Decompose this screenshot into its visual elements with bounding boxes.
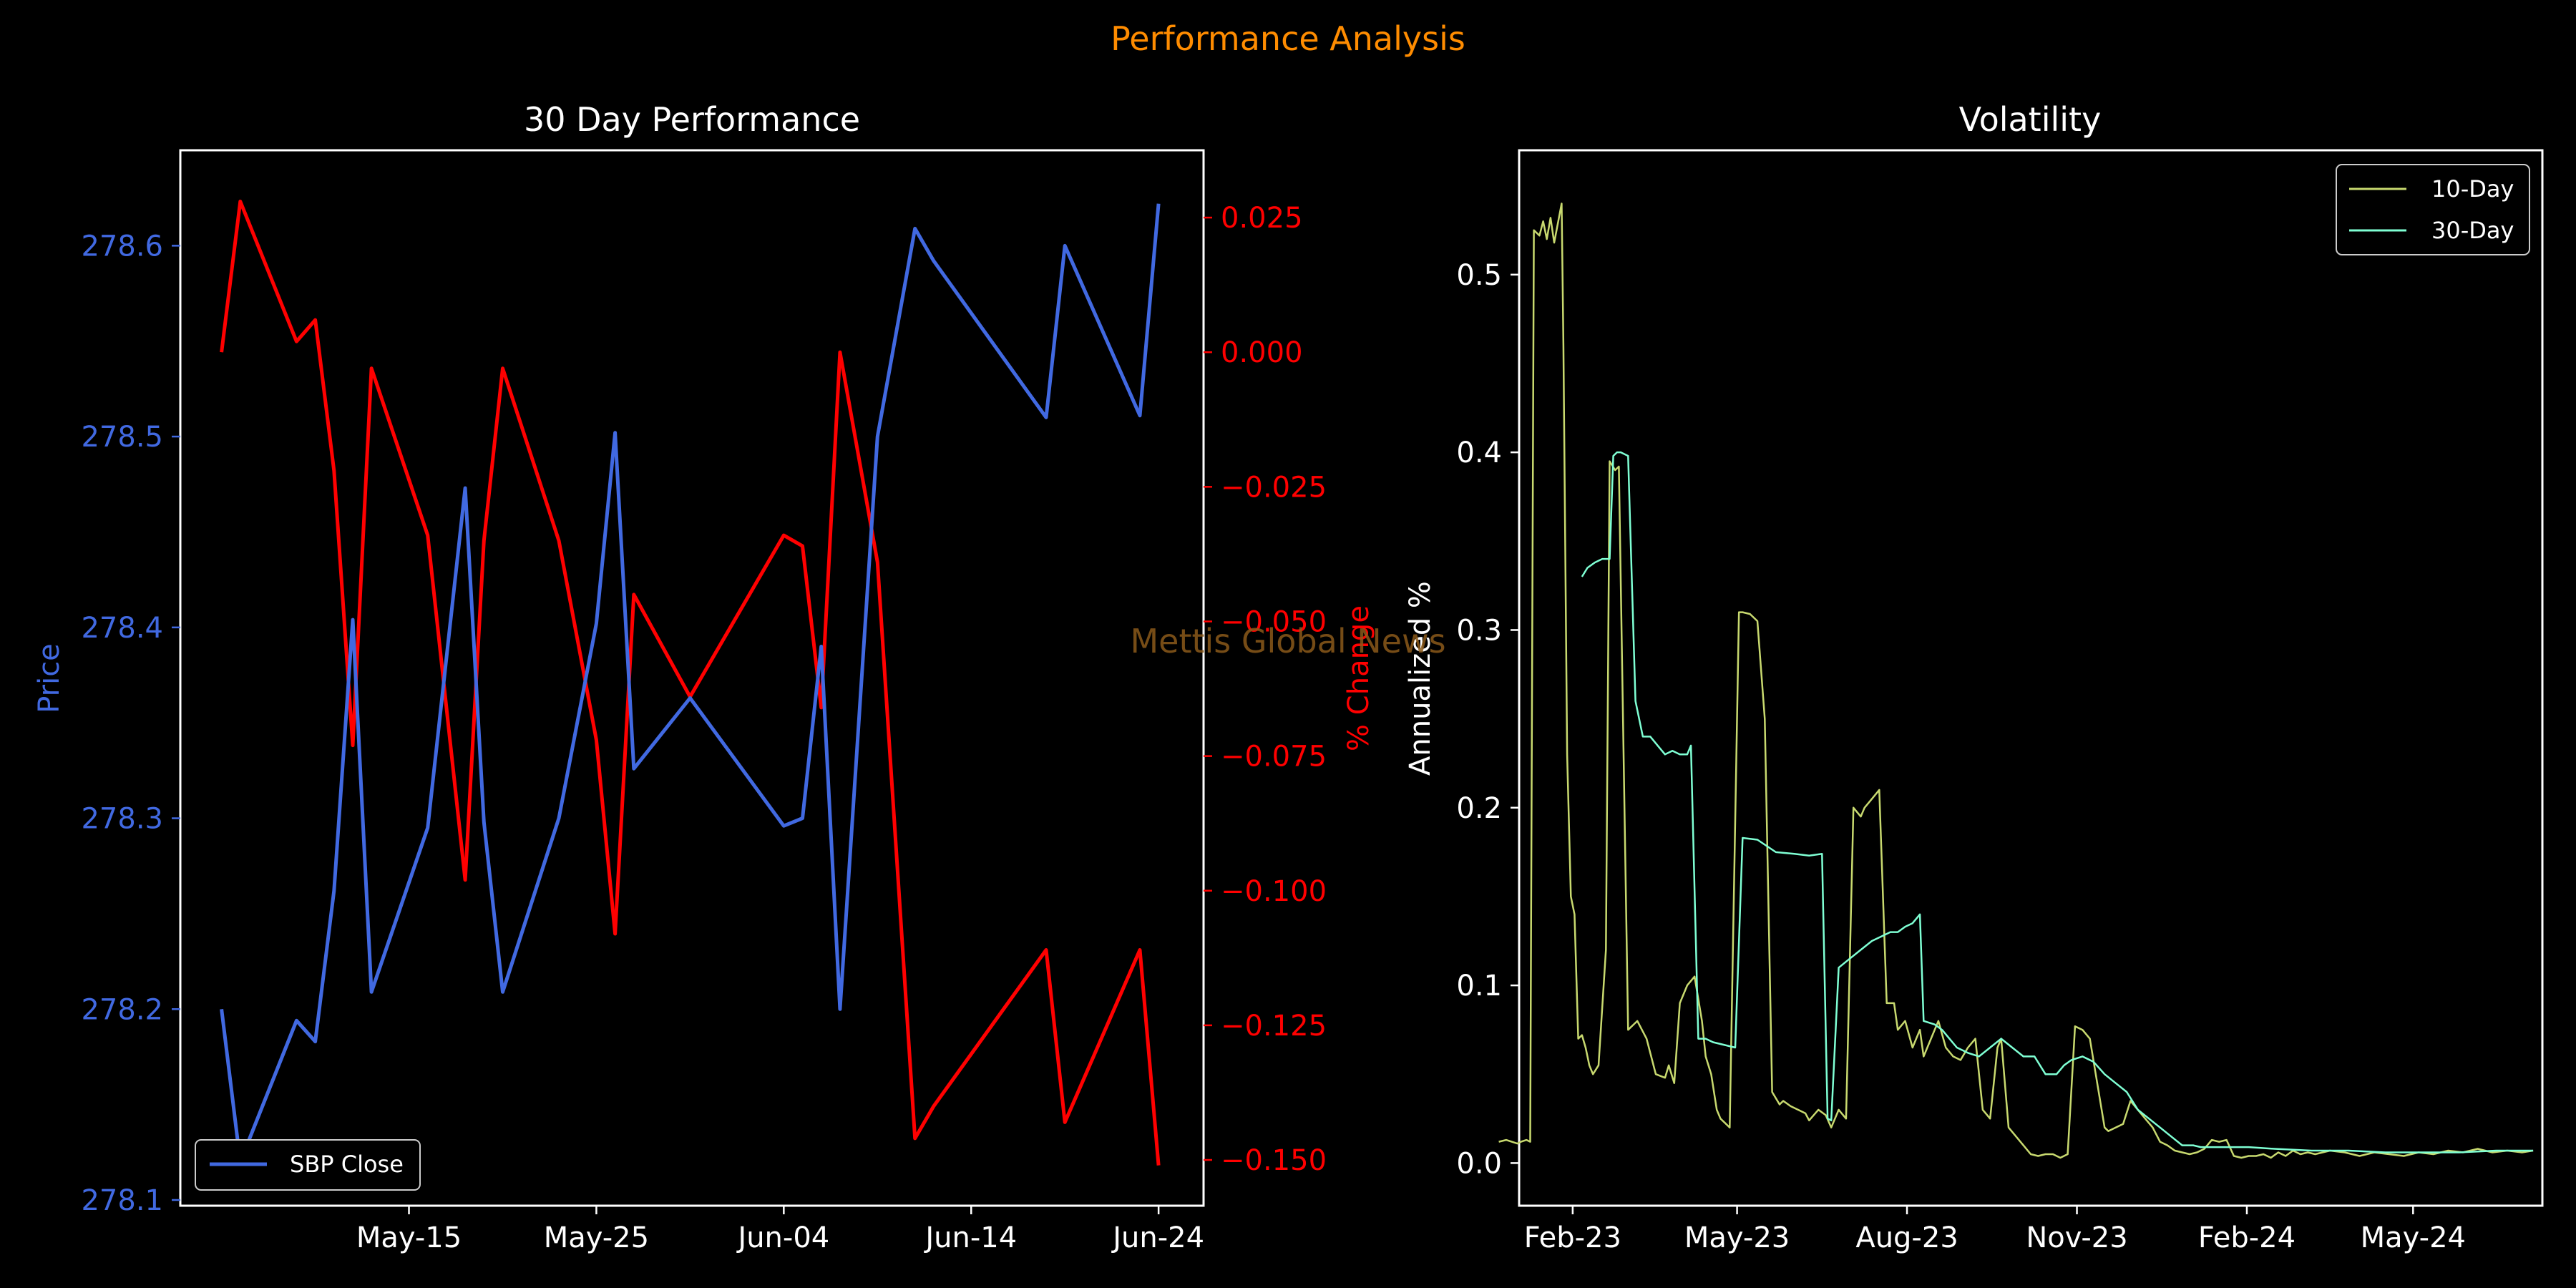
- volatility-x-tick-label: Feb-23: [1524, 1221, 1621, 1254]
- price-y-tick-label: 278.3: [81, 803, 163, 836]
- price-y-tick-label: 278.4: [81, 612, 163, 645]
- legend-label-10-day: 10-Day: [2431, 175, 2514, 203]
- performance-chart: 30 Day Performance Price % Change May-15…: [33, 100, 1375, 1254]
- volatility-x-tick-label: Feb-24: [2198, 1221, 2296, 1254]
- series-line-pct-change: [220, 200, 1161, 1166]
- volatility-legend-box: [2336, 164, 2530, 255]
- price-y-tick-label: 278.6: [81, 230, 163, 263]
- series-line-30-day: [1581, 451, 2534, 1153]
- performance-x-tick-label: Jun-14: [923, 1221, 1017, 1254]
- performance-legend-box: [195, 1139, 421, 1191]
- pct-change-y-tick-label: −0.150: [1221, 1144, 1327, 1177]
- pct-change-axis-label: % Change: [1342, 605, 1375, 751]
- volatility-y-tick-label: 0.4: [1456, 436, 1502, 469]
- price-y-tick-label: 278.5: [81, 421, 163, 454]
- pct-change-y-tick-label: −0.025: [1221, 471, 1327, 504]
- pct-change-y-ticks: 0.025 0.000 −0.025 −0.050 −0.075 −0.100 −0.125…: [1204, 202, 1327, 1177]
- figure-suptitle: Performance Analysis: [1111, 19, 1465, 58]
- volatility-y-tick-label: 0.0: [1456, 1147, 1502, 1180]
- series-line-sbp-close: [220, 203, 1161, 1164]
- performance-series: [220, 200, 1161, 1166]
- performance-x-ticks: May-15 May-25 Jun-04 Jun-14 Jun-24: [356, 1206, 1204, 1254]
- pct-change-y-tick-label: −0.125: [1221, 1010, 1327, 1043]
- volatility-y-tick-label: 0.3: [1456, 614, 1502, 647]
- pct-change-y-tick-label: −0.100: [1221, 875, 1327, 908]
- volatility-x-tick-label: Aug-23: [1855, 1221, 1958, 1254]
- performance-x-tick-label: Jun-24: [1111, 1221, 1204, 1254]
- performance-chart-title: 30 Day Performance: [524, 100, 860, 139]
- performance-legend: SBP Close: [195, 1139, 421, 1191]
- volatility-x-ticks: Feb-23 May-23 Aug-23 Nov-23 Feb-24 May-24: [1524, 1206, 2466, 1254]
- performance-x-tick-label: May-25: [544, 1221, 649, 1254]
- price-y-tick-label: 278.2: [81, 993, 163, 1026]
- watermark: Mettis Global News: [1130, 622, 1445, 660]
- series-line-10-day: [1498, 203, 2534, 1159]
- volatility-x-tick-label: Nov-23: [2026, 1221, 2127, 1254]
- pct-change-y-tick-label: 0.000: [1221, 336, 1303, 369]
- performance-x-tick-label: May-15: [356, 1221, 462, 1254]
- price-y-ticks: 278.1 278.2 278.3 278.4 278.5 278.6: [81, 230, 180, 1217]
- legend-label-sbp-close: SBP Close: [290, 1151, 404, 1178]
- volatility-legend: 10-Day 30-Day: [2336, 164, 2530, 255]
- pct-change-y-tick-label: −0.050: [1221, 605, 1327, 638]
- volatility-y-tick-label: 0.2: [1456, 792, 1502, 825]
- volatility-y-tick-label: 0.1: [1456, 970, 1502, 1002]
- volatility-series: [1498, 203, 2534, 1159]
- volatility-y-tick-label: 0.5: [1456, 259, 1502, 292]
- pct-change-y-tick-label: −0.075: [1221, 741, 1327, 774]
- volatility-chart-title: Volatility: [1959, 100, 2102, 139]
- pct-change-y-tick-label: 0.025: [1221, 202, 1303, 235]
- performance-x-tick-label: Jun-04: [736, 1221, 829, 1254]
- price-axis-label: Price: [33, 643, 66, 713]
- volatility-y-ticks: 0.0 0.1 0.2 0.3 0.4 0.5: [1456, 259, 1519, 1180]
- volatility-x-tick-label: May-24: [2361, 1221, 2466, 1254]
- annualized-axis-label: Annualized %: [1404, 581, 1437, 776]
- volatility-axes-frame: [1518, 149, 2544, 1207]
- performance-axes-frame: [179, 149, 1205, 1207]
- volatility-x-tick-label: May-23: [1684, 1221, 1790, 1254]
- volatility-chart: Volatility Annualized % Feb-23 May-23 Aug-…: [1404, 100, 2544, 1254]
- legend-label-30-day: 30-Day: [2431, 217, 2514, 244]
- price-y-tick-label: 278.1: [81, 1184, 163, 1217]
